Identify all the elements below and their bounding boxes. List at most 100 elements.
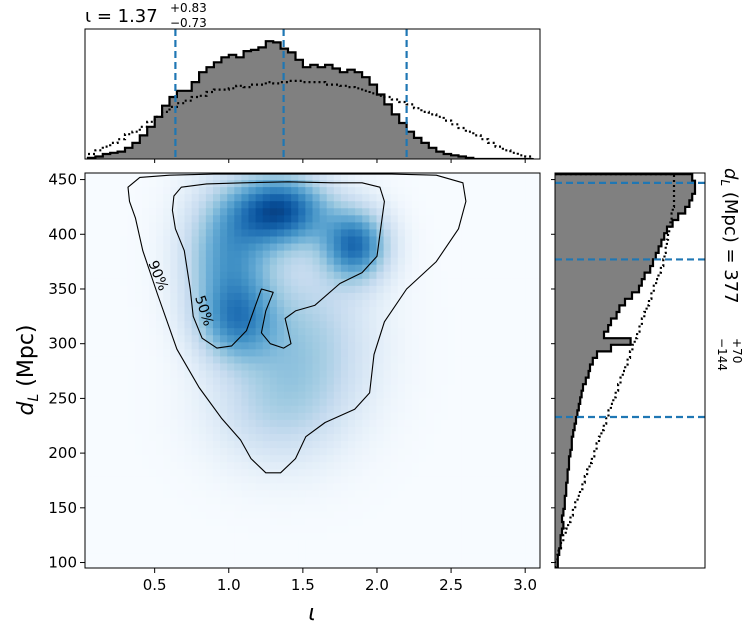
heatmap-cell [262, 398, 271, 407]
heatmap-cell [92, 448, 100, 456]
heatmap-cell [177, 314, 186, 322]
heatmap-cell [205, 222, 214, 231]
heatmap-cell [291, 187, 299, 195]
heatmap-cell [291, 391, 299, 400]
heatmap-cell [447, 448, 456, 456]
heatmap-cell [255, 292, 264, 301]
heatmap-cell [383, 504, 392, 513]
heatmap-cell [326, 201, 335, 209]
heatmap-cell [497, 469, 506, 477]
heatmap-cell [170, 391, 179, 400]
heatmap-cell [348, 532, 356, 541]
heatmap-cell [241, 321, 250, 329]
heatmap-cell [220, 201, 228, 209]
heatmap-cell [340, 271, 349, 280]
heatmap-cell [212, 194, 221, 202]
heatmap-cell [312, 553, 321, 562]
heatmap-cell [319, 412, 328, 421]
heatmap-cell [191, 525, 200, 534]
heatmap-cell [298, 455, 306, 463]
heatmap-cell [248, 391, 257, 400]
heatmap-cell [170, 377, 179, 386]
x-tick-label: 2.5 [439, 576, 463, 594]
heatmap-cell [241, 384, 250, 393]
heatmap-cell [248, 483, 257, 492]
heatmap-cell [312, 229, 321, 238]
heatmap-cell [454, 525, 463, 534]
heatmap-cell [205, 278, 214, 287]
heatmap-cell [113, 222, 122, 231]
heatmap-cell [319, 511, 328, 520]
heatmap-cell [276, 194, 285, 202]
heatmap-cell [120, 194, 129, 202]
heatmap-cell [269, 412, 278, 421]
heatmap-cell [390, 363, 399, 372]
heatmap-cell [127, 222, 136, 231]
heatmap-cell [390, 215, 399, 223]
heatmap-cell [518, 363, 527, 372]
heatmap-cell [298, 236, 306, 245]
heatmap-cell [397, 342, 406, 350]
heatmap-cell [205, 229, 214, 238]
heatmap-cell [340, 560, 349, 568]
heatmap-cell [227, 546, 235, 555]
heatmap-cell [404, 236, 413, 245]
heatmap-cell [255, 532, 264, 541]
heatmap-cell [205, 476, 214, 484]
heatmap-cell [419, 321, 427, 329]
heatmap-cell [340, 553, 349, 562]
heatmap-cell [419, 560, 427, 568]
heatmap-cell [404, 391, 413, 400]
heatmap-cell [490, 455, 498, 463]
heatmap-cell [525, 483, 534, 492]
heatmap-cell [511, 426, 520, 435]
heatmap-cell [120, 476, 129, 484]
heatmap-cell [99, 412, 107, 421]
heatmap-cell [518, 560, 527, 568]
heatmap-cell [127, 525, 136, 534]
heatmap-cell [497, 546, 506, 555]
heatmap-cell [333, 546, 342, 555]
heatmap-cell [376, 194, 385, 202]
heatmap-cell [184, 292, 193, 301]
heatmap-cell [99, 356, 107, 365]
heatmap-cell [212, 201, 221, 209]
heatmap-cell [92, 398, 100, 407]
heatmap-cell [262, 476, 271, 484]
heatmap-cell [433, 180, 442, 188]
heatmap-cell [468, 504, 477, 513]
heatmap-cell [511, 314, 520, 322]
heatmap-cell [369, 462, 378, 470]
heatmap-cell [234, 271, 243, 280]
heatmap-cell [156, 342, 164, 350]
heatmap-cell [426, 264, 434, 273]
heatmap-cell [85, 321, 93, 329]
heatmap-cell [362, 511, 370, 520]
heatmap-cell [461, 532, 470, 541]
heatmap-cell [191, 201, 200, 209]
right-marginal-ticks [551, 179, 555, 564]
heatmap-cell [483, 356, 491, 365]
heatmap-cell [227, 377, 235, 386]
heatmap-cell [397, 377, 406, 386]
heatmap-cell [148, 370, 157, 379]
heatmap-cell [532, 405, 540, 414]
heatmap-cell [284, 307, 292, 315]
heatmap-cell [148, 342, 157, 350]
heatmap-cell [85, 384, 93, 393]
heatmap-cell [376, 271, 385, 280]
heatmap-cell [269, 342, 278, 350]
heatmap-cell [170, 469, 179, 477]
heatmap-cell [440, 532, 449, 541]
heatmap-cell [113, 504, 122, 513]
heatmap-cell [92, 518, 100, 527]
heatmap-cell [92, 271, 100, 280]
heatmap-cell [220, 553, 228, 562]
heatmap-cell [397, 201, 406, 209]
heatmap-cell [490, 448, 498, 456]
heatmap-cell [156, 215, 164, 223]
heatmap-cell [148, 208, 157, 216]
heatmap-cell [127, 539, 136, 548]
heatmap-cell [191, 398, 200, 407]
heatmap-cell [518, 511, 527, 520]
